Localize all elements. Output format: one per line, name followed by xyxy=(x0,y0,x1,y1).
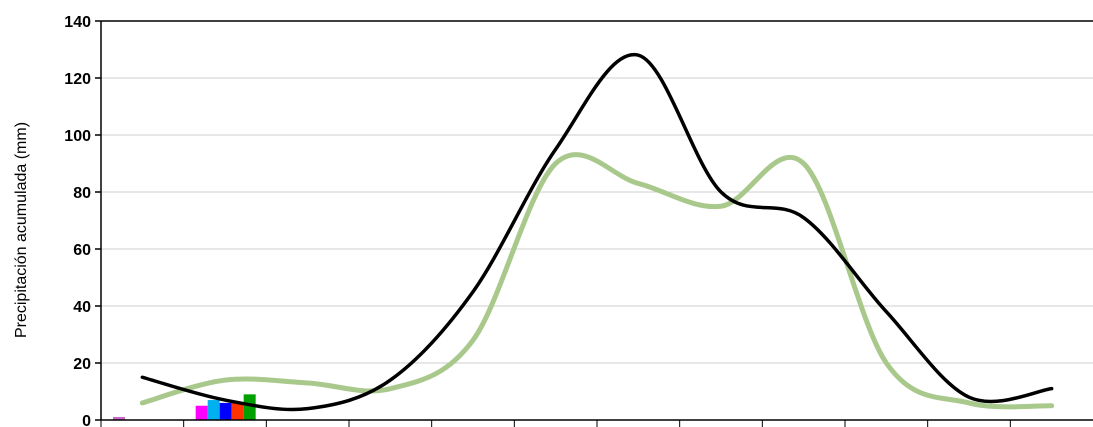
y-tick-label: 80 xyxy=(73,185,91,202)
y-tick-label: 140 xyxy=(64,14,91,31)
daily-bar xyxy=(243,394,256,420)
y-tick-label: 40 xyxy=(73,299,91,316)
axes xyxy=(95,20,1093,427)
daily-bar xyxy=(231,402,244,420)
daily-bar xyxy=(207,400,220,420)
y-tick-label: 20 xyxy=(73,356,91,373)
series-lines xyxy=(139,52,1055,412)
grid-lines xyxy=(101,20,1093,364)
daily-bar xyxy=(219,402,232,420)
y-axis-title: Precipitación acumulada (mm) xyxy=(13,122,30,338)
series-line xyxy=(140,52,1054,412)
daily-bars xyxy=(113,394,256,420)
marker-point xyxy=(113,417,125,420)
y-tick-label: 0 xyxy=(82,413,91,427)
series-line xyxy=(139,152,1055,410)
y-tick-label: 100 xyxy=(64,128,91,145)
tick-labels: 020406080100120140EneFebMarAbrMayJunJulA… xyxy=(64,14,91,427)
y-tick-label: 120 xyxy=(64,71,91,88)
y-tick-label: 60 xyxy=(73,242,91,259)
daily-bar xyxy=(195,405,208,420)
